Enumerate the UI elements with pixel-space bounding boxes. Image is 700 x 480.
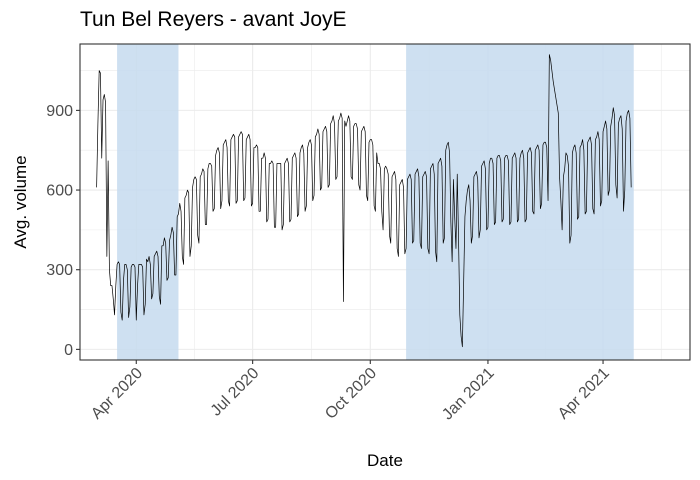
- x-tick-label: Oct 2020: [322, 365, 380, 423]
- x-axis-title: Date: [367, 451, 403, 470]
- chart-title: Tun Bel Reyers - avant JoyE: [80, 8, 347, 31]
- y-tick-label: 0: [64, 342, 73, 359]
- y-tick-label: 600: [46, 183, 73, 200]
- y-tick-label: 900: [46, 103, 73, 120]
- shaded-periods: [117, 44, 634, 360]
- shaded-period: [406, 44, 634, 360]
- y-axis-title: Avg. volume: [11, 155, 30, 248]
- series-layer: [96, 54, 632, 348]
- y-tick-label: 300: [46, 262, 73, 279]
- shaded-period: [117, 44, 179, 360]
- series-line: [96, 54, 632, 348]
- panel-border: [79, 43, 691, 361]
- x-tick-label: Apr 2021: [555, 365, 613, 423]
- x-tick-label: Apr 2020: [88, 365, 146, 423]
- x-tick-label: Jan 2021: [439, 365, 498, 424]
- x-tick-label: Jul 2020: [208, 365, 263, 420]
